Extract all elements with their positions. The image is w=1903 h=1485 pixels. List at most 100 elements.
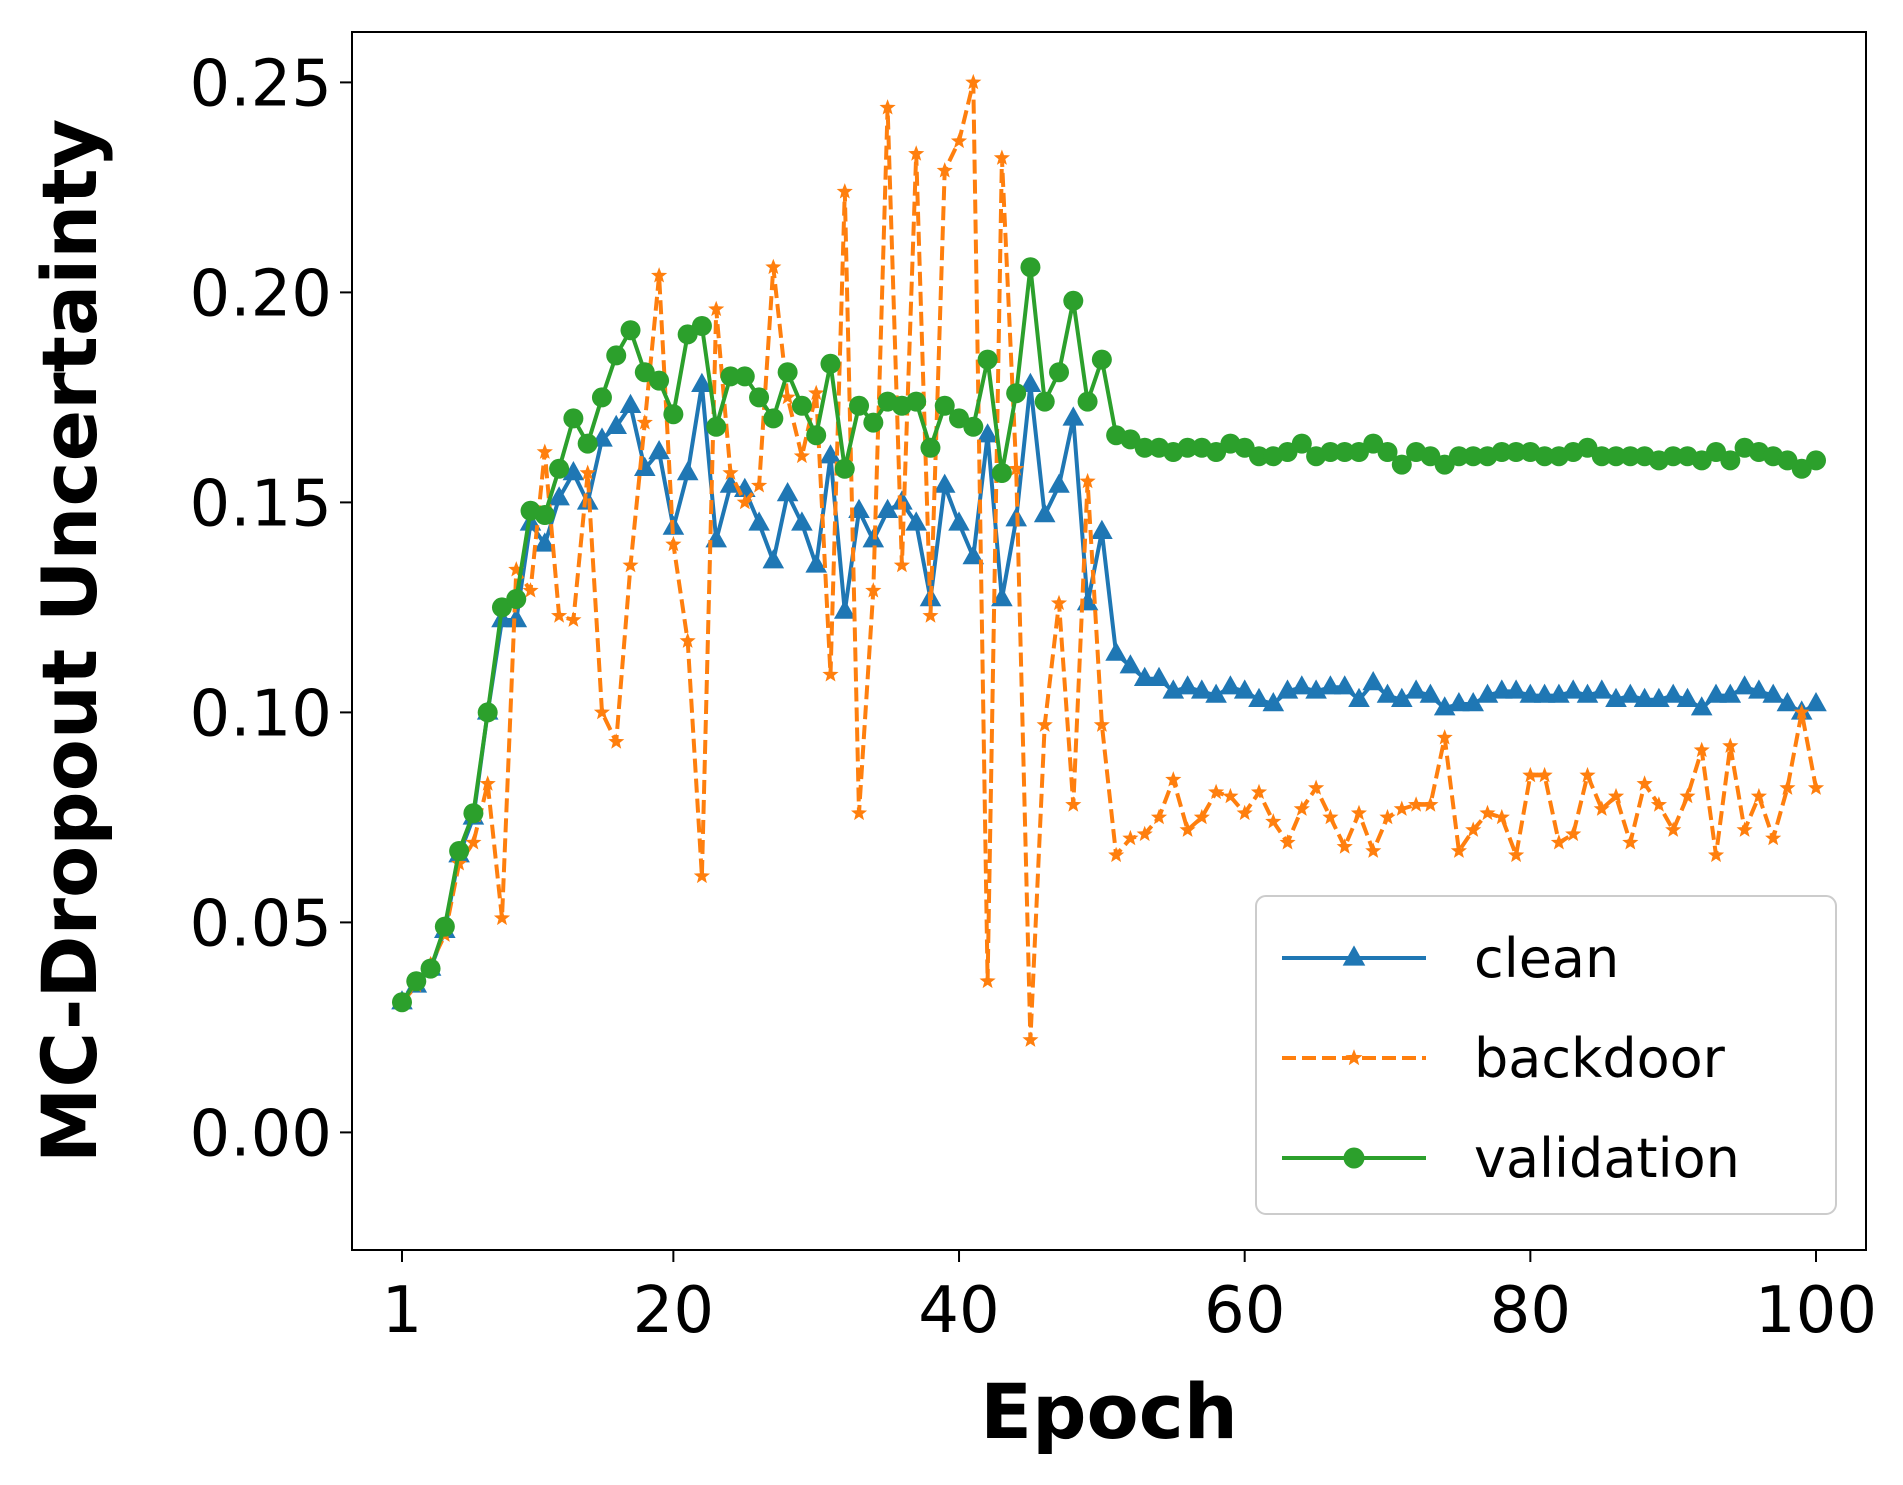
data-point-validation-61 bbox=[1248, 446, 1269, 467]
data-point-backdoor-61 bbox=[1250, 783, 1268, 800]
data-point-backdoor-100 bbox=[1807, 779, 1825, 795]
data-point-validation-1 bbox=[391, 992, 412, 1013]
data-point-clean-19 bbox=[648, 440, 670, 460]
data-point-backdoor-83 bbox=[1565, 825, 1582, 842]
data-point-validation-71 bbox=[1391, 454, 1412, 475]
x-tick-label-80: 80 bbox=[1490, 1274, 1571, 1348]
data-point-backdoor-51 bbox=[1108, 846, 1125, 863]
data-point-backdoor-68 bbox=[1350, 804, 1367, 821]
data-point-clean-81 bbox=[1533, 683, 1556, 703]
data-point-validation-5 bbox=[449, 841, 470, 861]
data-point-backdoor-55 bbox=[1165, 771, 1182, 787]
data-point-clean-53 bbox=[1133, 666, 1156, 686]
data-point-backdoor-86 bbox=[1608, 787, 1625, 804]
y-axis-title: MC-Dropout Uncertainty bbox=[25, 119, 114, 1164]
data-point-validation-42 bbox=[977, 349, 998, 370]
data-point-backdoor-21 bbox=[679, 632, 696, 648]
data-point-backdoor-11 bbox=[536, 443, 553, 459]
data-point-validation-37 bbox=[906, 391, 927, 412]
data-point-validation-78 bbox=[1491, 442, 1512, 462]
data-point-validation-24 bbox=[720, 366, 741, 387]
data-point-backdoor-43 bbox=[993, 149, 1010, 165]
data-point-clean-93 bbox=[1705, 683, 1727, 703]
data-point-clean-68 bbox=[1348, 687, 1370, 707]
data-point-clean-35 bbox=[876, 498, 899, 518]
legend-item-backdoor: backdoor bbox=[1282, 1027, 1726, 1090]
data-point-validation-29 bbox=[791, 395, 812, 416]
data-point-validation-100 bbox=[1806, 450, 1827, 471]
data-point-backdoor-67 bbox=[1336, 838, 1353, 854]
data-point-clean-48 bbox=[1062, 406, 1085, 426]
data-point-validation-19 bbox=[649, 370, 670, 391]
data-point-validation-28 bbox=[777, 362, 798, 383]
data-point-clean-9 bbox=[505, 608, 528, 628]
data-point-backdoor-33 bbox=[851, 804, 868, 821]
data-point-validation-34 bbox=[863, 412, 884, 433]
data-point-clean-60 bbox=[1233, 679, 1256, 699]
x-tick-label-100: 100 bbox=[1755, 1274, 1877, 1348]
data-point-backdoor-17 bbox=[622, 556, 639, 573]
data-point-clean-97 bbox=[1762, 683, 1784, 703]
data-point-validation-13 bbox=[563, 408, 584, 429]
data-point-backdoor-70 bbox=[1379, 808, 1396, 825]
data-point-backdoor-59 bbox=[1222, 787, 1239, 804]
data-point-backdoor-78 bbox=[1493, 808, 1510, 825]
data-point-backdoor-22 bbox=[693, 867, 710, 884]
data-point-validation-81 bbox=[1534, 446, 1555, 467]
data-point-backdoor-31 bbox=[822, 666, 839, 682]
data-point-validation-2 bbox=[406, 971, 427, 992]
data-point-clean-59 bbox=[1219, 675, 1242, 695]
legend-frame bbox=[1255, 895, 1837, 1215]
data-point-validation-94 bbox=[1720, 450, 1741, 471]
data-point-backdoor-47 bbox=[1050, 594, 1068, 611]
data-point-validation-25 bbox=[734, 366, 755, 387]
y-tick-label-0.15: 0.15 bbox=[190, 467, 333, 541]
data-point-backdoor-53 bbox=[1136, 825, 1153, 842]
y-tick-label-0.20: 0.20 bbox=[190, 257, 333, 331]
data-point-backdoor-54 bbox=[1150, 808, 1168, 825]
data-point-backdoor-45 bbox=[1022, 1031, 1039, 1047]
data-point-clean-67 bbox=[1333, 675, 1356, 695]
data-point-backdoor-88 bbox=[1636, 775, 1653, 791]
data-point-clean-17 bbox=[619, 393, 642, 413]
data-point-clean-88 bbox=[1633, 687, 1656, 707]
data-point-backdoor-10 bbox=[522, 582, 539, 598]
data-point-backdoor-36 bbox=[893, 556, 910, 573]
data-point-clean-70 bbox=[1376, 683, 1399, 703]
data-point-clean-73 bbox=[1419, 683, 1442, 703]
data-point-clean-72 bbox=[1405, 679, 1427, 699]
data-point-clean-61 bbox=[1248, 687, 1270, 707]
data-point-clean-64 bbox=[1291, 675, 1313, 695]
data-point-backdoor-40 bbox=[950, 132, 968, 149]
data-point-backdoor-93 bbox=[1707, 846, 1725, 863]
data-point-clean-27 bbox=[762, 549, 785, 569]
data-point-backdoor-20 bbox=[665, 535, 682, 552]
data-point-clean-50 bbox=[1091, 519, 1113, 539]
legend-items: clean backdoor validation bbox=[1282, 927, 1740, 1190]
data-point-backdoor-30 bbox=[808, 384, 825, 401]
data-point-clean-94 bbox=[1719, 683, 1742, 703]
data-point-backdoor-18 bbox=[636, 414, 653, 430]
legend-item-clean: clean bbox=[1282, 927, 1619, 990]
data-point-validation-48 bbox=[1063, 290, 1084, 311]
data-point-validation-4 bbox=[434, 916, 455, 937]
data-point-backdoor-63 bbox=[1279, 834, 1296, 850]
data-point-validation-75 bbox=[1448, 446, 1469, 467]
data-point-backdoor-72 bbox=[1408, 796, 1425, 812]
data-point-backdoor-24 bbox=[722, 464, 739, 480]
x-axis-title: Epoch bbox=[980, 1367, 1238, 1456]
data-point-backdoor-98 bbox=[1779, 779, 1796, 795]
data-point-clean-95 bbox=[1733, 675, 1756, 695]
data-point-validation-9 bbox=[506, 589, 527, 609]
data-point-validation-45 bbox=[1020, 257, 1041, 278]
y-tick-label-0.25: 0.25 bbox=[190, 47, 333, 121]
data-point-clean-92 bbox=[1690, 696, 1713, 716]
legend-marker-validation bbox=[1343, 1147, 1365, 1169]
data-point-validation-39 bbox=[934, 395, 955, 416]
data-point-backdoor-65 bbox=[1308, 779, 1325, 795]
data-point-backdoor-84 bbox=[1579, 766, 1596, 783]
data-point-validation-85 bbox=[1591, 446, 1612, 467]
data-point-clean-11 bbox=[534, 532, 556, 552]
data-point-backdoor-89 bbox=[1650, 796, 1667, 812]
